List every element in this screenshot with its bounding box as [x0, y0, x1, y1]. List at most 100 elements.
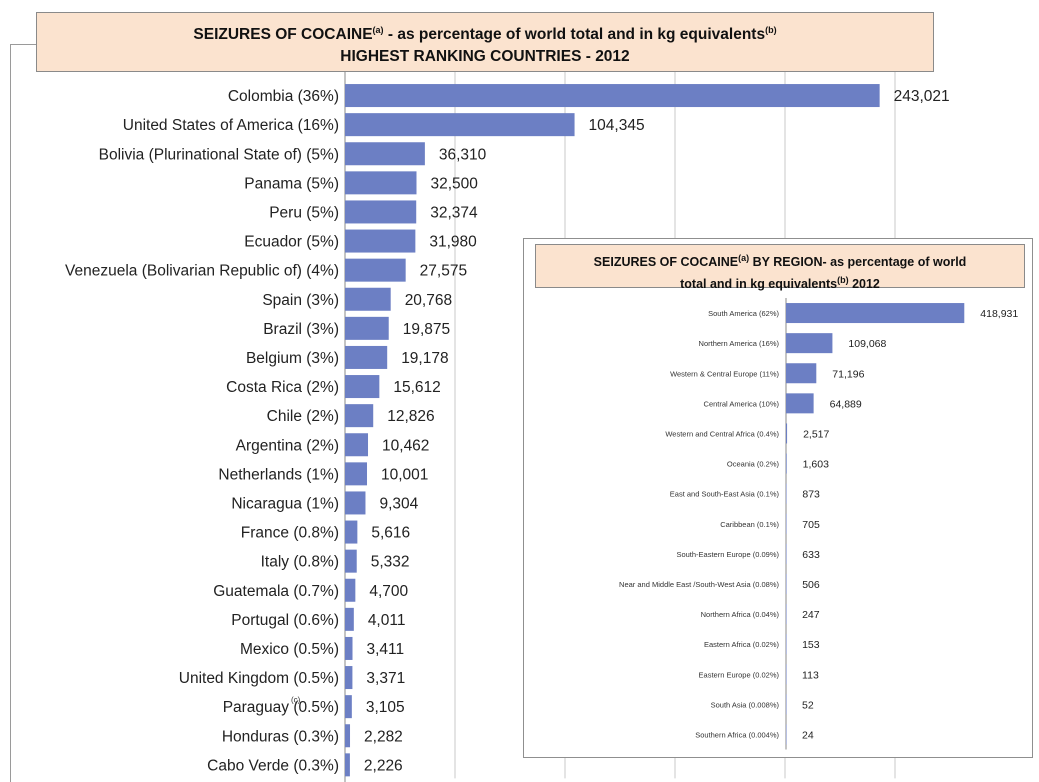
region-value-label: 24 [802, 729, 814, 741]
value-label: 20,768 [405, 292, 452, 309]
bar [345, 549, 357, 573]
value-label: 32,500 [431, 175, 479, 192]
region-value-label: 873 [802, 489, 820, 501]
region-bar [786, 694, 787, 715]
main-title-line2: HIGHEST RANKING COUNTRIES - 2012 [340, 48, 630, 66]
value-label: 3,105 [366, 699, 405, 716]
value-label: 19,178 [401, 350, 448, 367]
value-label: 243,021 [894, 88, 950, 105]
frame-line-left [10, 44, 11, 782]
region-value-label: 52 [802, 699, 814, 711]
region-chart-panel [523, 238, 1033, 758]
bar [345, 433, 369, 457]
region-bar [786, 724, 787, 745]
region-category-label: Western & Central Europe (11%) [670, 369, 779, 378]
main-title-sup-b: (b) [765, 25, 777, 35]
main-title-line1: SEIZURES OF COCAINE [193, 26, 373, 44]
region-bar [786, 393, 814, 414]
category-label: Brazil (3%) [263, 321, 339, 338]
region-bar [786, 634, 787, 655]
value-label: 3,411 [367, 641, 405, 658]
value-label: 31,980 [429, 234, 477, 251]
region-category-label: Western and Central Africa (0.4%) [665, 429, 779, 438]
main-title-line1-rest: - as percentage of world total and in kg… [383, 26, 766, 44]
region-title-sup-a: (a) [738, 253, 750, 263]
bar [345, 345, 388, 369]
region-category-label: East and South-East Asia (0.1%) [670, 490, 780, 499]
value-label: 15,612 [393, 379, 440, 396]
region-title-line2: total and in kg equivalents [680, 277, 838, 292]
region-category-label: South Asia (0.008%) [711, 700, 780, 709]
category-label: Belgium (3%) [246, 350, 339, 367]
category-label: Portugal (0.6%) [231, 612, 339, 629]
region-category-label: Eastern Africa (0.02%) [704, 640, 780, 649]
region-bar [786, 664, 787, 685]
bar [345, 578, 356, 602]
category-label: Costa Rica (2%) [226, 379, 339, 396]
region-bar [786, 333, 833, 354]
region-bar [786, 513, 787, 534]
category-label: Bolivia (Plurinational State of) (5%) [99, 146, 339, 163]
bar [345, 375, 380, 399]
region-value-label: 113 [802, 669, 819, 681]
main-chart-title: SEIZURES OF COCAINE(a) - as percentage o… [36, 12, 934, 72]
region-bar [786, 483, 787, 504]
category-label: Peru (5%) [269, 204, 339, 221]
category-label: Netherlands (1%) [218, 466, 339, 483]
category-label: France (0.8%) [241, 525, 339, 542]
value-label: 5,332 [371, 554, 410, 571]
bar [345, 316, 389, 340]
bar [345, 491, 366, 515]
region-title-line1: SEIZURES OF COCAINE [593, 255, 739, 270]
value-label: 104,345 [589, 117, 645, 134]
value-label: 2,282 [364, 728, 403, 745]
bar [345, 607, 354, 631]
region-category-label: Northern Africa (0.04%) [701, 610, 780, 619]
bar [345, 142, 425, 166]
region-category-label: Oceania (0.2%) [727, 460, 780, 469]
value-label: 5,616 [371, 525, 410, 542]
region-value-label: 153 [802, 639, 820, 651]
bar [345, 229, 416, 253]
region-category-label: Eastern Europe (0.02%) [699, 670, 780, 679]
region-category-label: South America (62%) [708, 309, 779, 318]
category-label: Chile (2%) [267, 408, 339, 425]
bar [345, 695, 352, 719]
category-label: Ecuador (5%) [244, 234, 339, 251]
region-category-label: Northern America (16%) [699, 339, 780, 348]
bar [345, 404, 374, 428]
value-label: 27,575 [420, 263, 467, 280]
value-label: 10,462 [382, 437, 429, 454]
region-value-label: 109,068 [848, 338, 886, 350]
bar [345, 753, 350, 777]
category-label: Honduras (0.3%) [222, 728, 339, 745]
category-label: Mexico (0.5%) [240, 641, 339, 658]
region-bar [786, 453, 787, 474]
region-bar [786, 423, 788, 444]
region-category-label: Southern Africa (0.004%) [695, 730, 779, 739]
value-label: 32,374 [430, 204, 478, 221]
region-title-sup-b: (b) [837, 275, 849, 286]
bar [345, 462, 368, 486]
region-value-label: 506 [802, 579, 820, 591]
region-value-label: 705 [802, 519, 820, 531]
bar [345, 724, 351, 748]
category-label: United States of America (16%) [123, 117, 339, 134]
region-bar [786, 604, 787, 625]
value-label: 19,875 [403, 321, 450, 338]
region-value-label: 64,889 [830, 398, 862, 410]
category-label: Spain (3%) [262, 292, 339, 309]
value-label: 4,700 [369, 583, 408, 600]
bar [345, 520, 358, 544]
region-category-label: Near and Middle East /South-West Asia (0… [619, 580, 779, 589]
bar [345, 113, 575, 137]
category-label: Italy (0.8%) [261, 554, 339, 571]
region-value-label: 247 [802, 609, 820, 621]
value-label: 2,226 [364, 757, 403, 774]
value-label: 9,304 [379, 495, 418, 512]
value-label: 12,826 [387, 408, 434, 425]
main-title-sup-a: (a) [372, 25, 384, 35]
frame-line-top [10, 44, 36, 45]
bar [345, 636, 353, 660]
value-label: 4,011 [368, 612, 406, 629]
